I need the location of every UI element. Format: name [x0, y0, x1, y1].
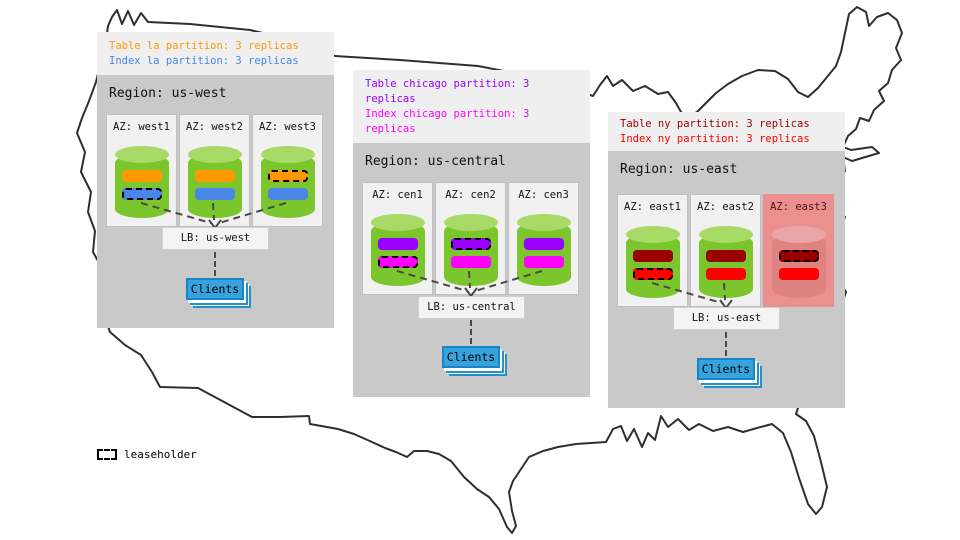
replica-bars	[632, 250, 673, 280]
region-title: Region: us-central	[365, 154, 506, 169]
table-replica-bar	[778, 250, 819, 262]
table-replica-bar	[632, 250, 673, 262]
az-label: AZ: cen1	[372, 189, 423, 201]
clients-box: Clients	[697, 358, 755, 380]
index-replica-bar	[523, 256, 564, 268]
cylinder-body	[698, 234, 753, 298]
region-panel: Region: us-central AZ: cen1 AZ: cen2	[353, 143, 590, 397]
replica-bars	[194, 170, 235, 200]
az-label: AZ: east3	[770, 201, 827, 213]
az-card-east3-failed: AZ: east3	[763, 194, 834, 307]
cylinder-top	[187, 146, 242, 163]
az-label: AZ: cen2	[445, 189, 496, 201]
table-replica-bar	[523, 238, 564, 250]
database-cylinder-icon	[698, 226, 753, 298]
load-balancer: LB: us-central	[418, 296, 525, 319]
cylinder-top	[114, 146, 169, 163]
region-us-west: Table la partition: 3 replicas Index la …	[97, 32, 334, 328]
cylinder-top	[625, 226, 680, 243]
region-title: Region: us-west	[109, 86, 227, 101]
cylinder-top	[698, 226, 753, 243]
az-row: AZ: east1 AZ: east2	[617, 194, 834, 307]
replica-bars	[450, 238, 491, 268]
leaseholder-key: leaseholder	[97, 448, 197, 461]
cylinder-top	[443, 214, 498, 231]
az-label: AZ: west1	[113, 121, 170, 133]
cylinder-body	[771, 234, 826, 298]
database-cylinder-icon	[443, 214, 498, 286]
index-partition-line: Index la partition: 3 replicas	[109, 55, 299, 67]
partition-annotation-west: Table la partition: 3 replicas Index la …	[97, 32, 334, 75]
az-card-east1: AZ: east1	[617, 194, 688, 307]
az-card-cen1: AZ: cen1	[362, 182, 433, 295]
region-panel: Region: us-east AZ: east1 AZ: east2	[608, 151, 845, 408]
region-us-central: Table chicago partition: 3 replicas Inde…	[353, 70, 590, 397]
clients-box: Clients	[442, 346, 500, 368]
az-card-west3: AZ: west3	[252, 114, 323, 227]
az-label: AZ: west2	[186, 121, 243, 133]
index-replica-bar	[632, 268, 673, 280]
index-replica-bar	[267, 188, 308, 200]
az-label: AZ: east1	[624, 201, 681, 213]
region-title: Region: us-east	[620, 162, 738, 177]
az-row: AZ: cen1 AZ: cen2	[362, 182, 579, 295]
cylinder-top	[516, 214, 571, 231]
table-replica-bar	[121, 170, 162, 182]
replica-bars	[121, 170, 162, 200]
index-replica-bar	[778, 268, 819, 280]
table-partition-line: Table chicago partition: 3 replicas	[365, 78, 530, 105]
database-cylinder-icon	[771, 226, 826, 298]
replica-bars	[778, 250, 819, 280]
table-partition-line: Table la partition: 3 replicas	[109, 40, 299, 52]
cylinder-body	[187, 154, 242, 218]
cylinder-top	[370, 214, 425, 231]
az-card-west2: AZ: west2	[179, 114, 250, 227]
index-replica-bar	[377, 256, 418, 268]
replica-bars	[523, 238, 564, 268]
leaseholder-swatch-icon	[97, 449, 117, 460]
partition-annotation-east: Table ny partition: 3 replicas Index ny …	[608, 112, 845, 151]
clients-box: Clients	[186, 278, 244, 300]
table-replica-bar	[705, 250, 746, 262]
cylinder-top	[771, 226, 826, 243]
index-replica-bar	[705, 268, 746, 280]
index-partition-line: Index chicago partition: 3 replicas	[365, 108, 530, 135]
az-card-cen3: AZ: cen3	[508, 182, 579, 295]
index-replica-bar	[121, 188, 162, 200]
az-label: AZ: east2	[697, 201, 754, 213]
load-balancer: LB: us-east	[673, 307, 780, 330]
cylinder-top	[260, 146, 315, 163]
az-card-east2: AZ: east2	[690, 194, 761, 307]
index-replica-bar	[450, 256, 491, 268]
db-to-lb-connectors	[140, 202, 287, 230]
cylinder-body	[443, 222, 498, 286]
table-partition-line: Table ny partition: 3 replicas	[620, 118, 810, 130]
index-replica-bar	[194, 188, 235, 200]
az-label: AZ: cen3	[518, 189, 569, 201]
partition-annotation-central: Table chicago partition: 3 replicas Inde…	[353, 70, 590, 143]
lb-to-clients-line	[470, 320, 472, 344]
load-balancer: LB: us-west	[162, 227, 269, 250]
table-replica-bar	[194, 170, 235, 182]
db-to-lb-connectors	[396, 270, 543, 298]
table-replica-bar	[267, 170, 308, 182]
replica-bars	[705, 250, 746, 280]
table-replica-bar	[377, 238, 418, 250]
replica-bars	[377, 238, 418, 268]
db-to-lb-connectors	[651, 282, 733, 310]
region-us-east: Table ny partition: 3 replicas Index ny …	[608, 112, 845, 408]
leaseholder-key-label: leaseholder	[124, 448, 197, 461]
lb-to-clients-line	[214, 252, 216, 276]
table-replica-bar	[450, 238, 491, 250]
region-panel: Region: us-west AZ: west1 AZ: west2	[97, 75, 334, 328]
replica-bars	[267, 170, 308, 200]
database-cylinder-icon	[187, 146, 242, 218]
index-partition-line: Index ny partition: 3 replicas	[620, 133, 810, 145]
az-card-west1: AZ: west1	[106, 114, 177, 227]
lb-to-clients-line	[725, 332, 727, 356]
az-card-cen2: AZ: cen2	[435, 182, 506, 295]
az-label: AZ: west3	[259, 121, 316, 133]
az-row: AZ: west1 AZ: west2	[106, 114, 323, 227]
